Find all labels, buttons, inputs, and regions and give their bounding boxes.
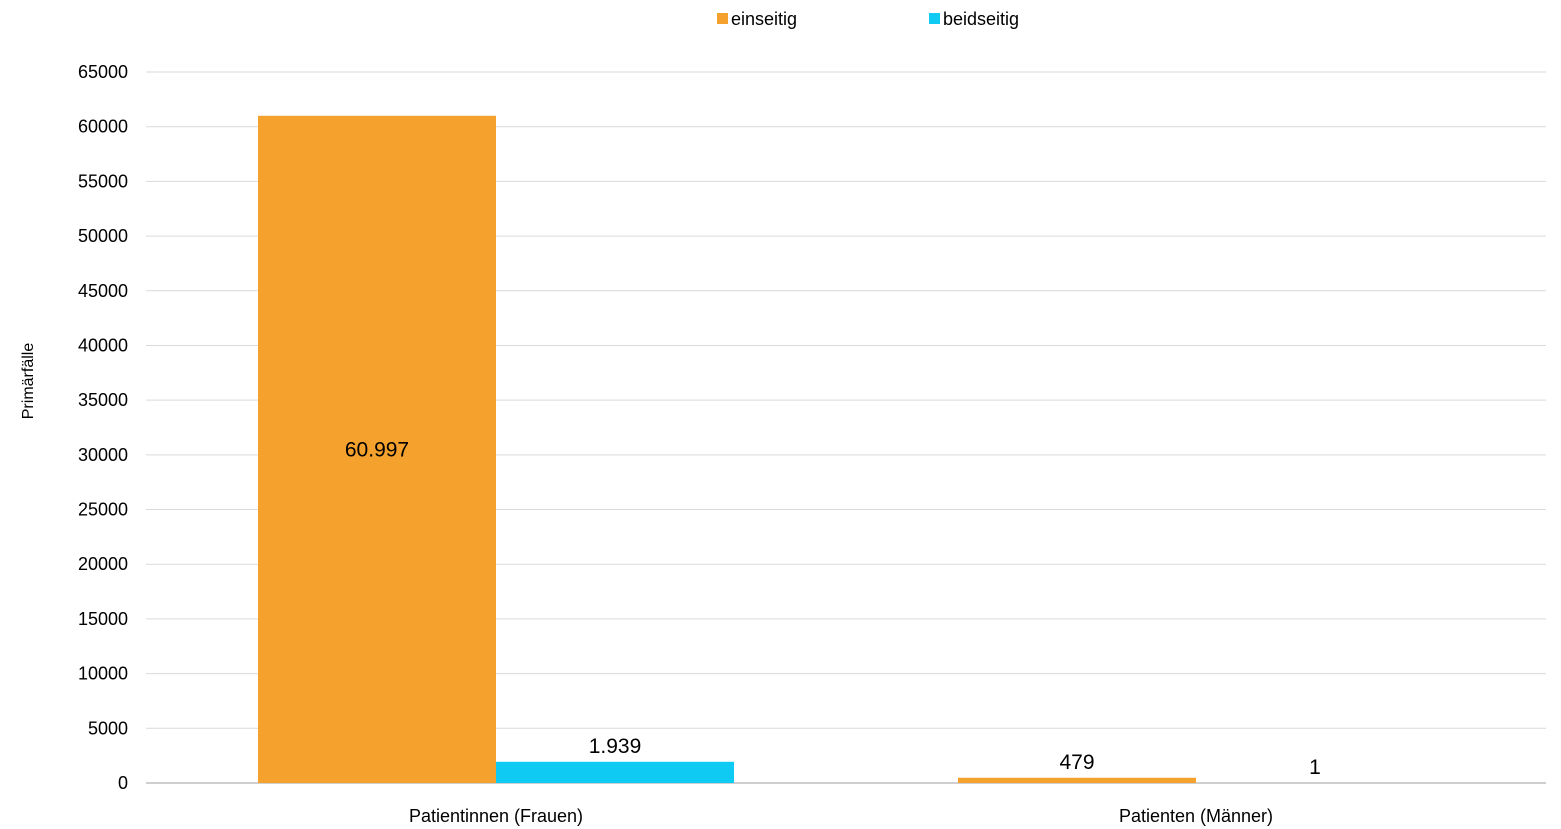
- bar-beidseitig-0: [496, 761, 734, 783]
- data-label-beidseitig-0: 1.939: [589, 735, 642, 758]
- y-tick-label: 40000: [78, 335, 128, 355]
- legend-label-einseitig: einseitig: [731, 9, 797, 29]
- y-tick-label: 50000: [78, 226, 128, 246]
- data-label-beidseitig-1: 1: [1309, 756, 1321, 779]
- y-tick-label: 0: [118, 773, 128, 793]
- legend-swatch-beidseitig: [929, 13, 940, 24]
- y-tick-label: 20000: [78, 554, 128, 574]
- y-axis-title: Primärfälle: [20, 343, 37, 420]
- y-tick-label: 30000: [78, 445, 128, 465]
- y-tick-label: 45000: [78, 281, 128, 301]
- data-labels: 60.997 1.939 479 1: [345, 438, 1321, 779]
- y-tick-label: 55000: [78, 171, 128, 191]
- data-label-einseitig-1: 479: [1059, 751, 1094, 774]
- legend-label-beidseitig: beidseitig: [943, 9, 1019, 29]
- data-label-einseitig-0: 60.997: [345, 438, 409, 461]
- y-tick-label: 25000: [78, 500, 128, 520]
- y-tick-label: 15000: [78, 609, 128, 629]
- y-axis-ticks: 0 5000 10000 15000 20000 25000 30000 35000 40000…: [78, 62, 128, 793]
- y-tick-label: 5000: [88, 718, 128, 738]
- bar-einseitig-1: [958, 777, 1196, 783]
- legend: einseitig beidseitig: [717, 9, 1019, 29]
- bars: [258, 115, 1434, 783]
- y-tick-label: 65000: [78, 62, 128, 82]
- x-axis-categories: Patientinnen (Frauen) Patienten (Männer): [409, 806, 1273, 826]
- y-tick-label: 35000: [78, 390, 128, 410]
- x-category-label: Patientinnen (Frauen): [409, 806, 583, 826]
- y-tick-label: 60000: [78, 117, 128, 137]
- y-tick-label: 10000: [78, 664, 128, 684]
- legend-swatch-einseitig: [717, 13, 728, 24]
- bar-einseitig-0: [258, 115, 496, 783]
- x-category-label: Patienten (Männer): [1119, 806, 1273, 826]
